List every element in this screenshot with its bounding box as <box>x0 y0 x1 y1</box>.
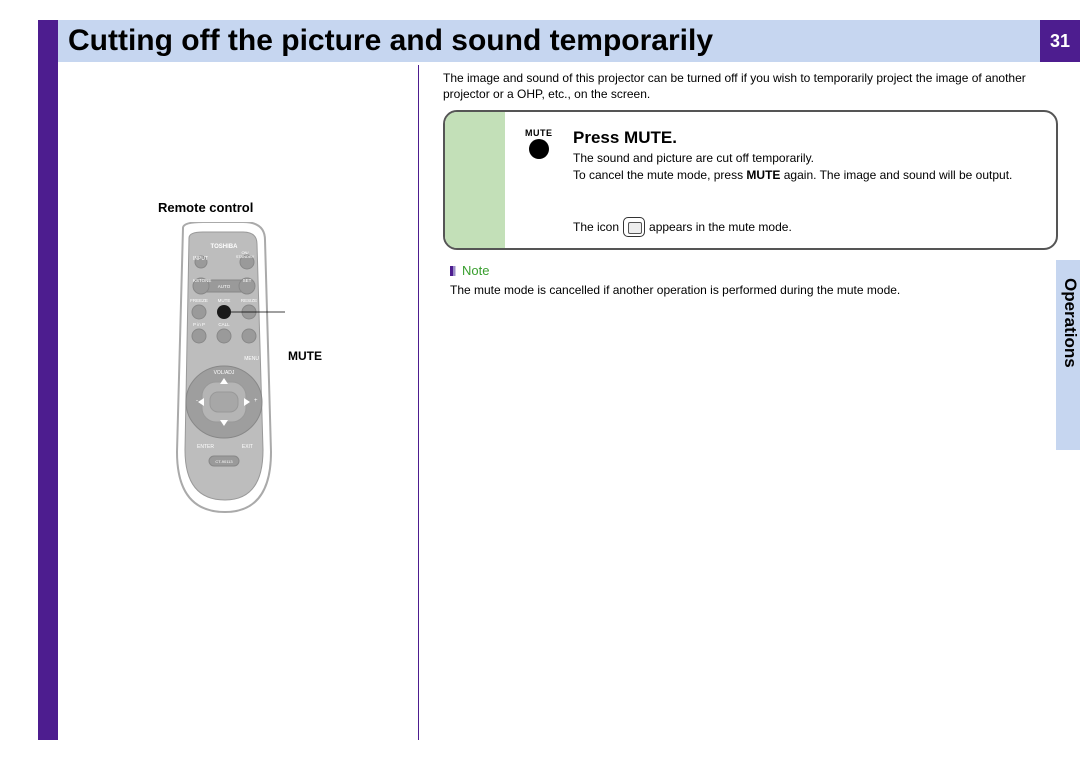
section-tab: Operations <box>1056 278 1080 438</box>
svg-text:INPUT: INPUT <box>193 256 208 262</box>
svg-text:EXIT: EXIT <box>242 444 253 450</box>
note-label: Note <box>462 263 489 278</box>
mute-button-icon: MUTE <box>525 128 553 159</box>
note-bullet-icon <box>450 266 458 276</box>
instruction-body: The sound and picture are cut off tempor… <box>573 150 1043 184</box>
instruction-line2-bold: MUTE <box>746 168 780 182</box>
svg-text:KSTONE: KSTONE <box>193 278 211 283</box>
svg-text:SET: SET <box>243 278 252 283</box>
intro-text: The image and sound of this projector ca… <box>443 70 1053 102</box>
mute-icon-label: MUTE <box>525 128 553 138</box>
svg-text:VOL/ADJ: VOL/ADJ <box>214 370 235 376</box>
svg-text:CALL: CALL <box>218 322 230 327</box>
svg-text:CT-90113: CT-90113 <box>215 459 233 464</box>
page-title: Cutting off the picture and sound tempor… <box>68 20 713 62</box>
remote-control-label: Remote control <box>158 200 253 215</box>
svg-text:ENTER: ENTER <box>197 444 214 450</box>
svg-text:MENU: MENU <box>244 356 259 362</box>
instruction-title: Press MUTE. <box>573 128 677 148</box>
instruction-line2a: To cancel the mute mode, press <box>573 168 746 182</box>
svg-text:STANDBY: STANDBY <box>236 254 255 259</box>
svg-text:+: + <box>254 398 258 404</box>
note-body: The mute mode is cancelled if another op… <box>450 282 1055 298</box>
remote-illustration: TOSHIBA INPUT ON/ STANDBY KSTONE AUTO SE… <box>153 222 303 522</box>
instruction-icon-line: The icon appears in the mute mode. <box>573 217 1043 237</box>
page: Cutting off the picture and sound tempor… <box>38 0 1080 764</box>
svg-text:FREEZE: FREEZE <box>190 298 208 303</box>
spine-bar <box>38 20 58 740</box>
remote-brand: TOSHIBA <box>211 244 239 250</box>
mute-icon-circle <box>529 139 549 159</box>
instruction-green-panel <box>445 112 505 248</box>
instruction-line1: The sound and picture are cut off tempor… <box>573 151 814 165</box>
icon-line-a: The icon <box>573 220 619 234</box>
mute-mode-icon <box>623 217 645 237</box>
svg-text:AUTO: AUTO <box>218 284 231 289</box>
icon-line-b: appears in the mute mode. <box>649 220 792 234</box>
svg-text:MUTE: MUTE <box>218 298 231 303</box>
page-number: 31 <box>1040 20 1080 62</box>
note-header: Note <box>450 263 489 278</box>
instruction-box: MUTE Press MUTE. The sound and picture a… <box>443 110 1058 250</box>
svg-text:RESIZE: RESIZE <box>241 298 257 303</box>
column-divider <box>418 65 419 740</box>
svg-text:P in P: P in P <box>193 322 205 327</box>
svg-text:-: - <box>196 398 198 404</box>
instruction-line2c: again. The image and sound will be outpu… <box>780 168 1012 182</box>
